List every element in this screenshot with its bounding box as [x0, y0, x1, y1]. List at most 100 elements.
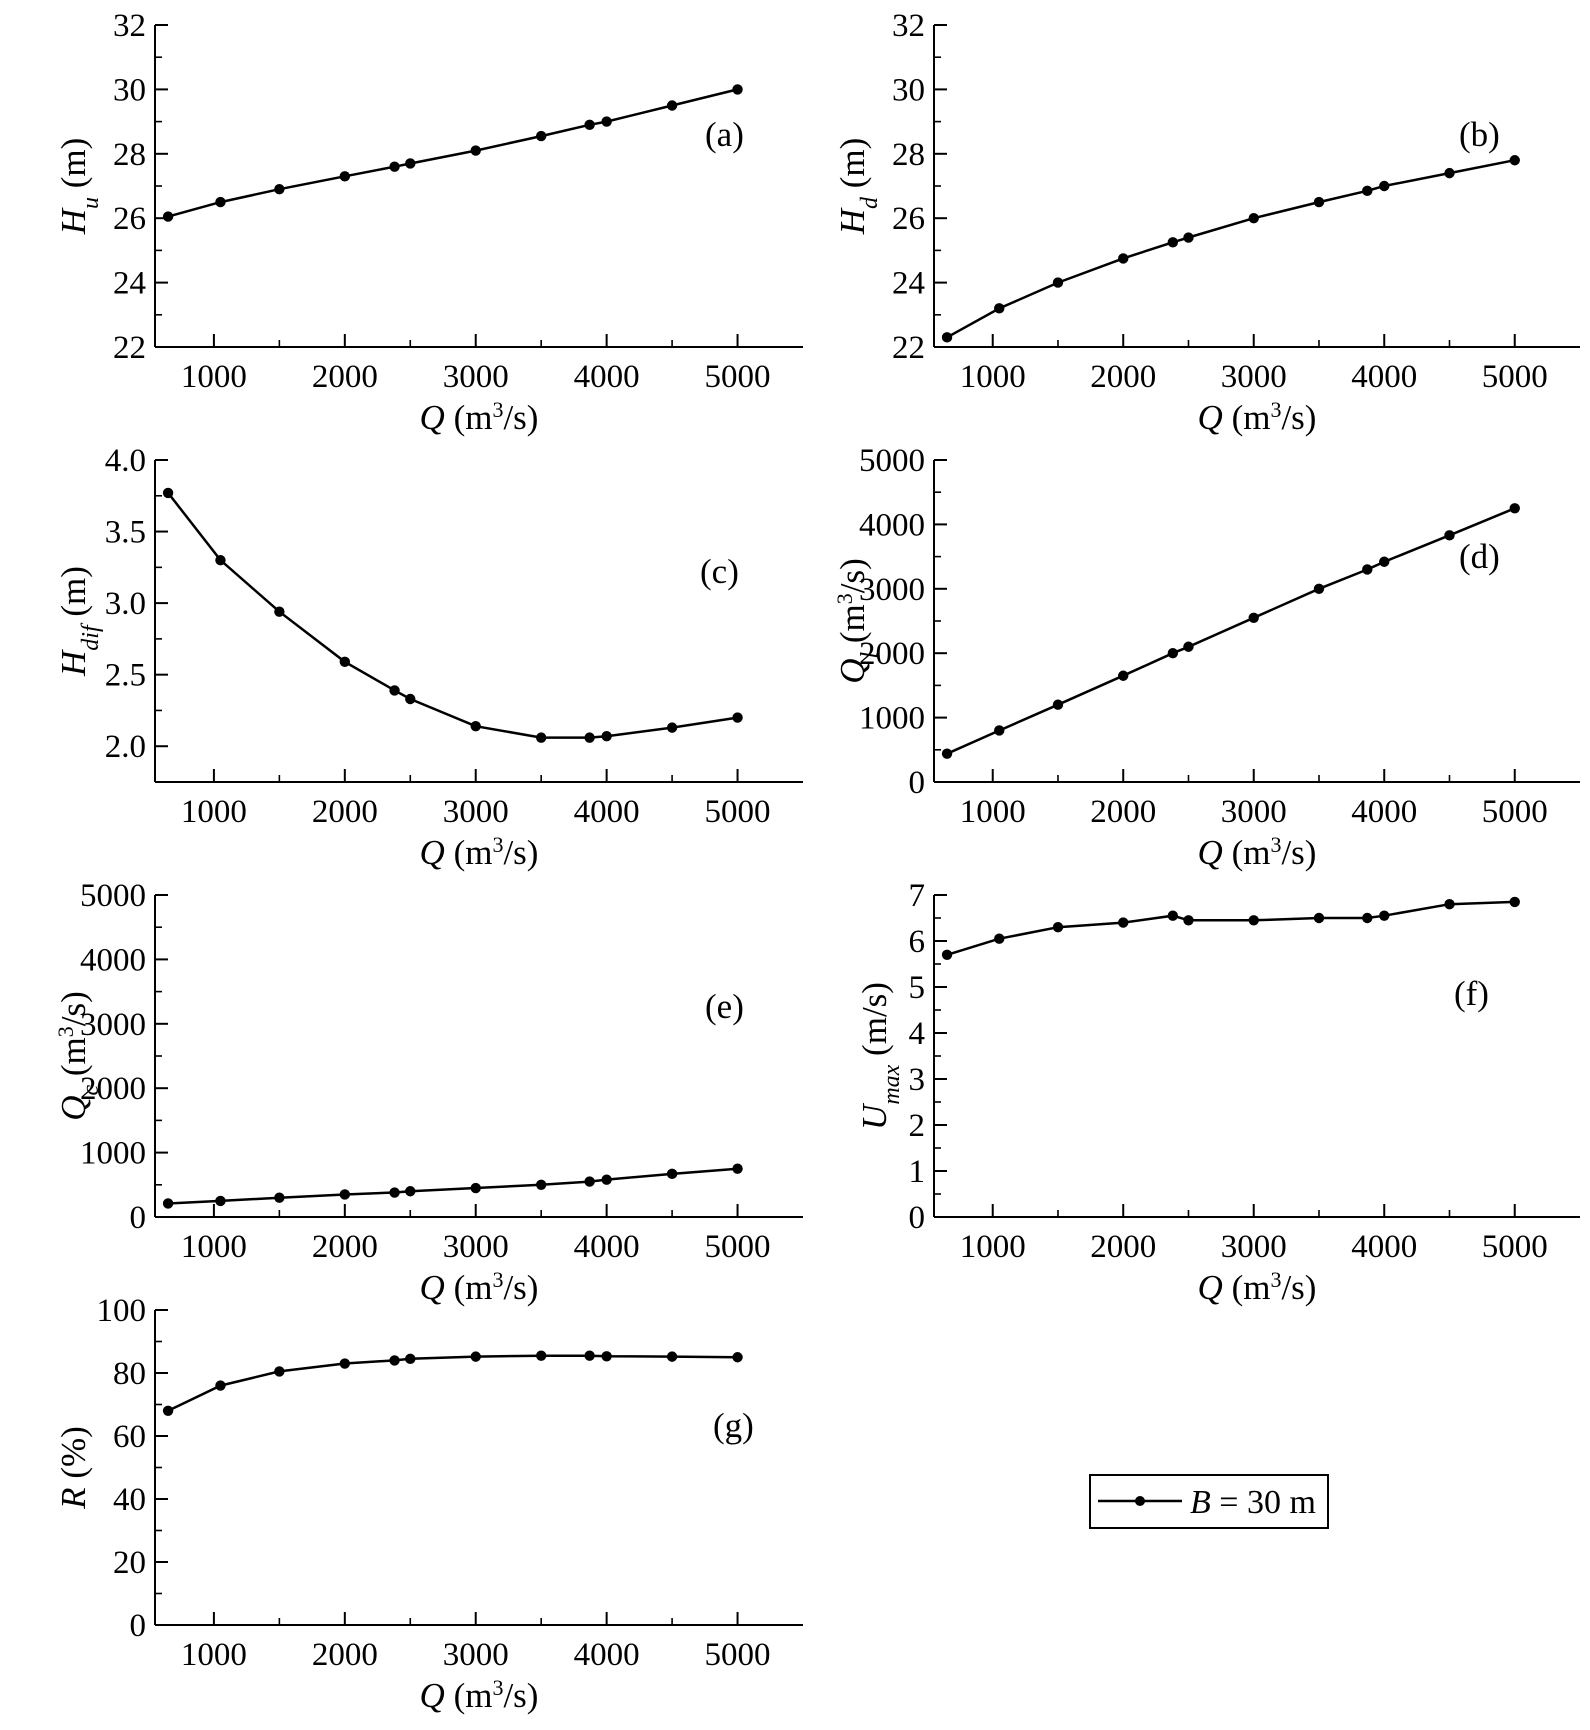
- data-point: [1362, 185, 1373, 197]
- x-axis-label: Q (m3/s): [1198, 832, 1317, 873]
- x-tick-label: 3000: [443, 794, 509, 830]
- data-point: [162, 1198, 174, 1209]
- x-axis-label-unit: (m: [445, 833, 493, 872]
- y-axis-label-unit: (m: [833, 604, 872, 652]
- data-point: [215, 1380, 226, 1391]
- y-axis-label-var: Q: [54, 1096, 93, 1121]
- x-tick-label: 5000: [705, 794, 771, 830]
- x-axis-label-unit: (m: [445, 398, 493, 437]
- y-tick-label: 24: [113, 266, 146, 302]
- legend-marker-sample: [1135, 1496, 1145, 1506]
- data-point: [162, 211, 174, 222]
- y-tick-label: 32: [892, 8, 925, 44]
- data-point: [584, 119, 595, 131]
- y-axis-label-sup: 3: [53, 1026, 78, 1037]
- data-point: [1167, 648, 1179, 659]
- y-tick-label: 24: [892, 266, 925, 302]
- y-tick-label: 32: [113, 8, 146, 44]
- y-axis-label-var: H: [833, 207, 872, 235]
- y-axis-label-unit: (m): [54, 138, 93, 197]
- x-tick-label: 5000: [705, 359, 771, 395]
- y-axis-label-sub: c: [78, 1085, 104, 1096]
- y-tick-label: 4000: [859, 507, 925, 543]
- x-axis-label: Q (m3/s): [1198, 397, 1317, 438]
- x-axis-label-var: Q: [420, 1268, 445, 1307]
- y-tick-label: 30: [892, 72, 925, 108]
- x-axis-label-sup: 3: [492, 832, 503, 857]
- data-point: [535, 1179, 547, 1191]
- data-point: [1509, 503, 1520, 514]
- data-point: [666, 722, 678, 733]
- y-tick-label: 100: [97, 1293, 147, 1329]
- data-point: [405, 693, 416, 705]
- data-point: [470, 1182, 481, 1194]
- x-tick-label: 2000: [312, 359, 378, 395]
- x-tick-label: 5000: [1482, 794, 1548, 830]
- data-point: [1509, 155, 1520, 166]
- data-point: [1183, 915, 1194, 926]
- y-axis-label: Umax (m/s): [855, 982, 905, 1130]
- data-point: [339, 171, 351, 182]
- series-line: [946, 507, 1516, 755]
- x-tick-label: 4000: [574, 1637, 640, 1673]
- x-axis-label-unit: (m: [1223, 833, 1271, 872]
- x-axis-label-unit: (m: [1223, 1268, 1271, 1307]
- x-tick-label: 3000: [1221, 1229, 1287, 1265]
- y-axis-label-sub: u: [78, 197, 104, 209]
- y-tick-label: 3000: [859, 572, 925, 608]
- data-point: [1248, 213, 1259, 224]
- data-point: [1167, 910, 1179, 921]
- y-tick-label: 22: [892, 330, 925, 366]
- y-axis-label-var: Q: [833, 659, 872, 684]
- data-point: [1379, 180, 1390, 192]
- data-point: [1183, 641, 1194, 652]
- y-axis-label-unit: (m: [54, 1037, 93, 1085]
- legend-label-var: B: [1190, 1484, 1211, 1521]
- y-tick-label: 2000: [80, 1071, 146, 1107]
- x-axis-label-sup: 3: [1270, 397, 1281, 422]
- data-point: [389, 685, 400, 696]
- data-point: [666, 1351, 678, 1362]
- series-line: [946, 900, 1515, 956]
- y-tick-label: 4000: [80, 942, 146, 978]
- data-point: [1444, 899, 1455, 910]
- panel-label: (c): [700, 552, 739, 591]
- y-axis-label-var: U: [855, 1102, 894, 1130]
- y-tick-label: 0: [130, 1608, 147, 1644]
- data-point: [1313, 196, 1325, 208]
- x-tick-label: 1000: [181, 1637, 247, 1673]
- data-point: [162, 487, 174, 499]
- data-point: [389, 161, 400, 172]
- panel-label: (b): [1459, 115, 1500, 154]
- data-point: [1167, 237, 1179, 248]
- y-tick-label: 5: [909, 970, 926, 1006]
- x-axis-label-sup: 3: [1270, 1267, 1281, 1292]
- y-axis-label-unit: (m/s): [855, 982, 894, 1065]
- y-tick-label: 7: [909, 878, 926, 914]
- legend-label: B = 30 m: [1190, 1484, 1316, 1521]
- y-tick-label: 5000: [859, 443, 925, 479]
- y-axis-label-unit: (m): [833, 138, 872, 197]
- panel-label: (f): [1454, 974, 1489, 1013]
- data-point: [1509, 896, 1520, 908]
- data-point: [994, 933, 1005, 944]
- data-point: [1362, 564, 1373, 575]
- x-tick-label: 4000: [574, 794, 640, 830]
- data-point: [405, 1353, 416, 1365]
- y-axis-label-tail: /s): [54, 991, 93, 1026]
- y-tick-label: 3000: [80, 1007, 146, 1043]
- panel-e: 0 1000 2000 3000 4000 5000 1000 2000 3000 4000 500…: [53, 878, 803, 1307]
- y-axis-label-unit: (%): [54, 1426, 93, 1487]
- y-axis-label-var: H: [54, 207, 93, 235]
- data-point: [1052, 922, 1064, 933]
- data-point: [535, 130, 547, 142]
- data-point: [1118, 917, 1129, 928]
- y-tick-label: 28: [892, 137, 925, 173]
- y-tick-label: 6: [909, 924, 926, 960]
- y-tick-label: 3.0: [105, 586, 146, 622]
- x-tick-label: 5000: [705, 1229, 771, 1265]
- data-point: [584, 732, 595, 743]
- x-axis-label-tail: /s): [1281, 398, 1316, 437]
